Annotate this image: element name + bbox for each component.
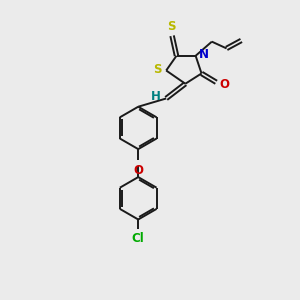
Text: O: O (133, 164, 143, 177)
Text: S: S (154, 63, 162, 76)
Text: O: O (220, 78, 230, 91)
Text: Cl: Cl (132, 232, 145, 245)
Text: S: S (167, 20, 176, 33)
Text: H: H (151, 91, 161, 103)
Text: N: N (199, 48, 208, 61)
